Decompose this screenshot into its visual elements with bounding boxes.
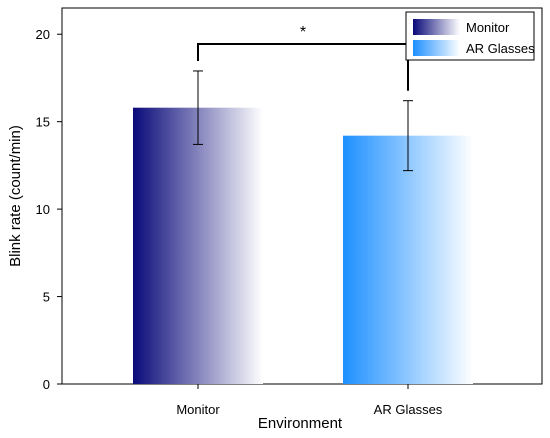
y-tick-label: 20: [36, 27, 50, 42]
significance-label: *: [300, 24, 306, 41]
bar-monitor: [133, 107, 263, 385]
bars: [133, 107, 473, 385]
y-axis: 0 5 10 15 20: [36, 27, 62, 392]
bar-ar-glasses: [343, 135, 473, 384]
plot-frame: [61, 7, 543, 385]
legend-label-monitor: Monitor: [466, 20, 510, 35]
significance-bracket: *: [197, 24, 409, 91]
legend: Monitor AR Glasses: [405, 11, 535, 61]
y-tick-label: 0: [43, 377, 50, 392]
x-axis-title: Environment: [258, 415, 343, 432]
y-tick-label: 10: [36, 202, 50, 217]
legend-swatch-ar-glasses: [413, 40, 460, 56]
error-bars: [193, 70, 413, 172]
x-tick-label-monitor: Monitor: [176, 402, 220, 417]
legend-swatch-monitor: [413, 19, 460, 35]
y-tick-label: 5: [43, 290, 50, 305]
x-axis: Monitor AR Glasses: [176, 384, 443, 417]
x-tick-label-ar-glasses: AR Glasses: [374, 402, 443, 417]
legend-label-ar-glasses: AR Glasses: [466, 41, 535, 56]
significance-line: [197, 43, 409, 91]
y-tick-label: 15: [36, 115, 50, 130]
y-axis-title: Blink rate (count/min): [7, 125, 24, 267]
